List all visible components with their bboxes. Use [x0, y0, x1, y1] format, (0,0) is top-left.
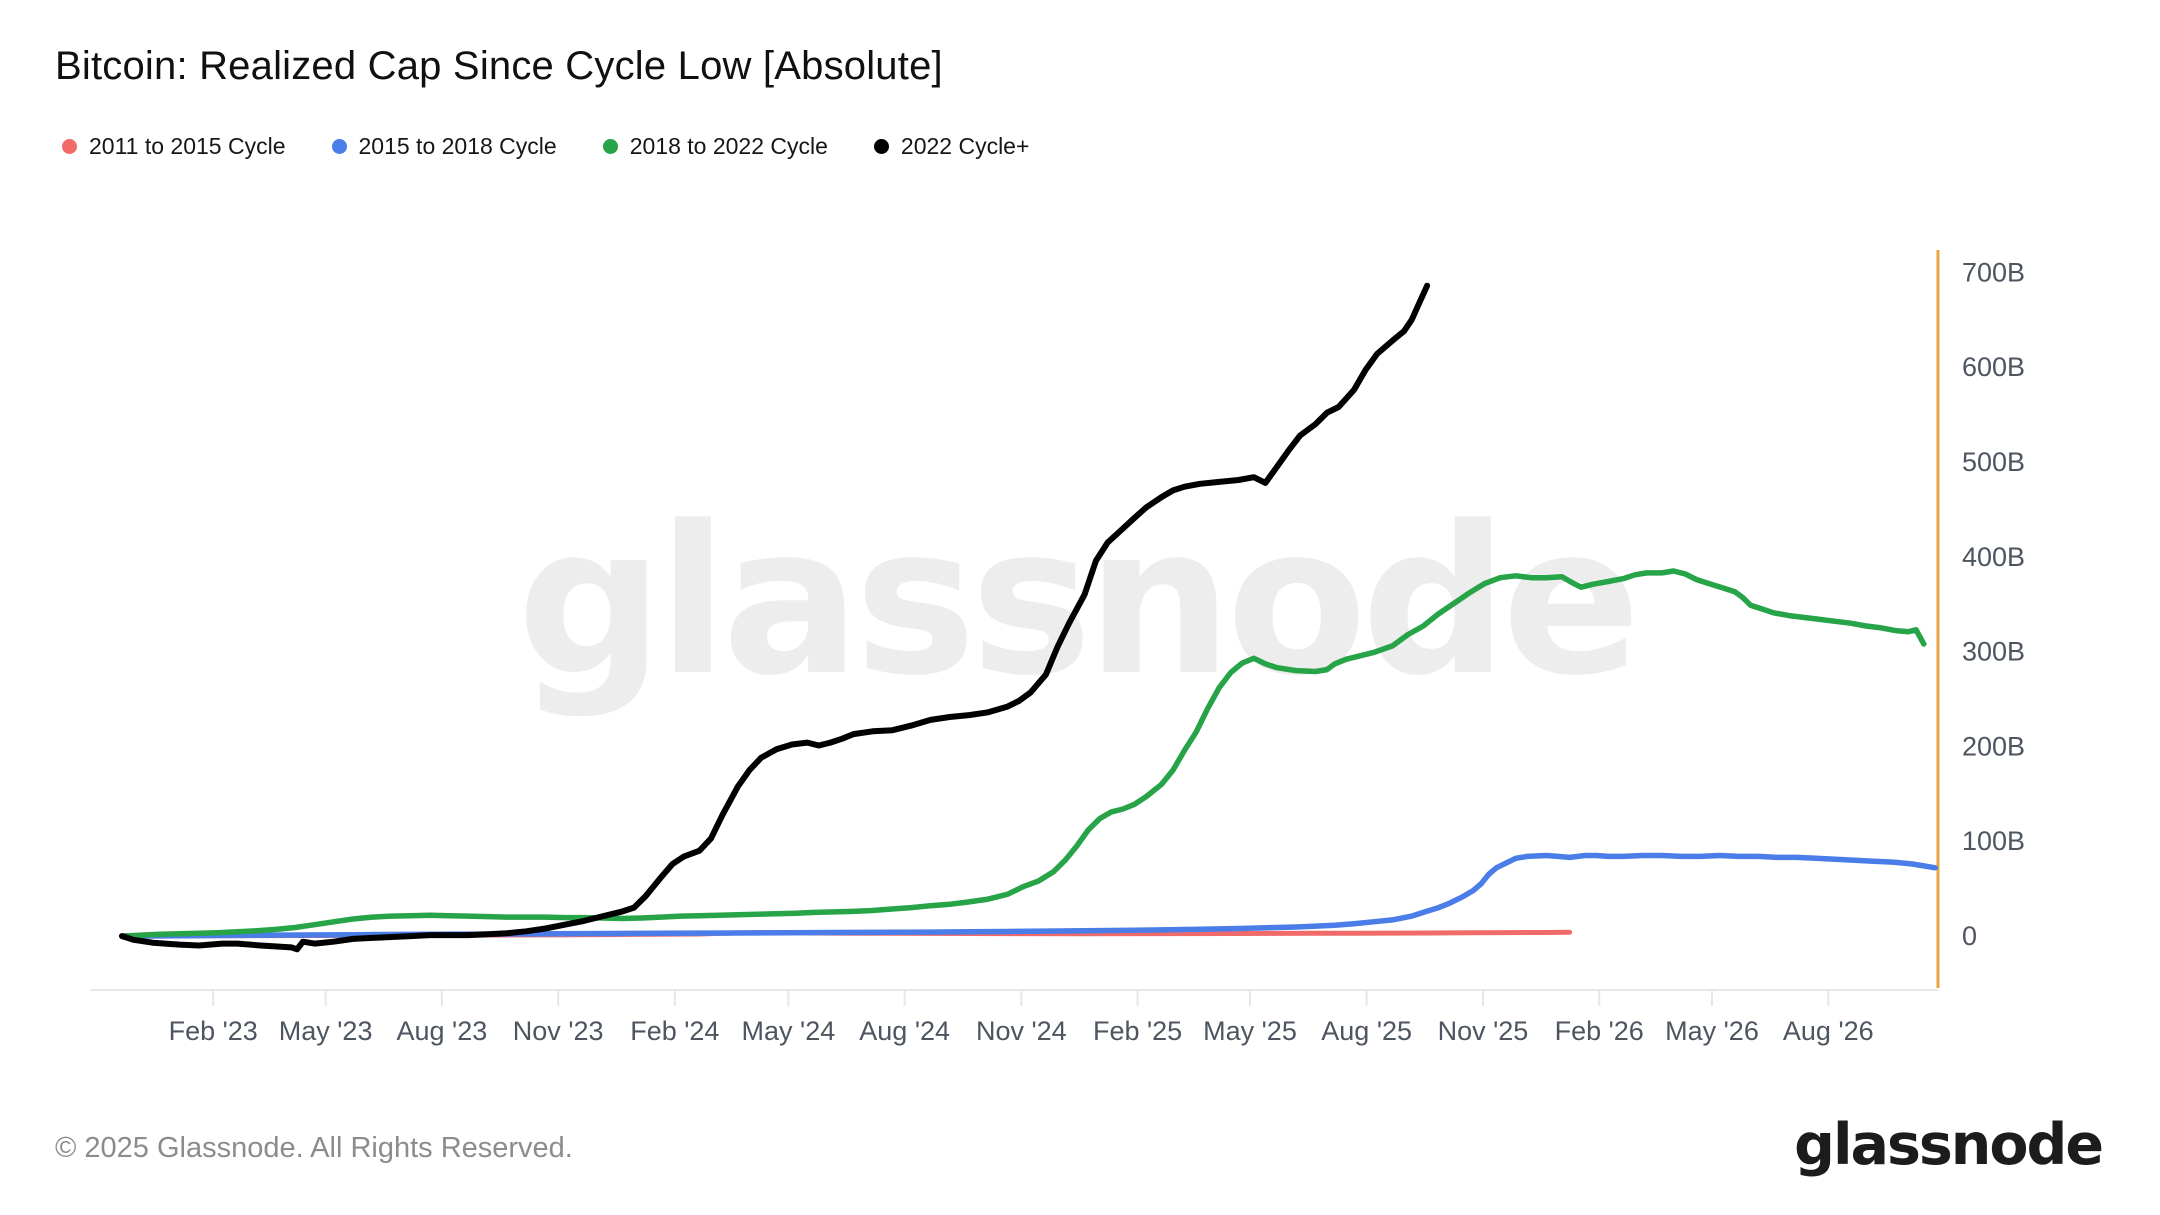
y-axis-tick-label: 500B	[1962, 447, 2025, 477]
x-axis-tick-label: May '26	[1665, 1016, 1759, 1046]
y-axis-tick-label: 700B	[1962, 257, 2025, 287]
x-axis-tick-label: Aug '24	[859, 1016, 950, 1046]
legend-item-2011-2015[interactable]: 2011 to 2015 Cycle	[62, 133, 286, 160]
x-axis-tick-label: Aug '26	[1783, 1016, 1874, 1046]
x-axis-tick-label: Feb '25	[1093, 1016, 1182, 1046]
x-axis-tick-label: Nov '24	[976, 1016, 1067, 1046]
y-axis-tick-label: 600B	[1962, 352, 2025, 382]
series-line-4	[119, 282, 1431, 953]
x-axis-tick-label: Nov '23	[513, 1016, 604, 1046]
legend-dot-icon	[602, 139, 618, 154]
x-axis-tick-label: Feb '26	[1555, 1016, 1644, 1046]
series-line-2	[119, 852, 1939, 939]
x-axis-tick-label: Aug '23	[397, 1016, 488, 1046]
legend-label: 2022 Cycle+	[900, 133, 1030, 159]
x-axis-tick-label: May '25	[1203, 1016, 1297, 1046]
y-axis-tick-label: 0	[1962, 921, 1977, 951]
legend-item-2022-plus[interactable]: 2022 Cycle+	[873, 133, 1030, 160]
legend-item-2015-2018[interactable]: 2015 to 2018 Cycle	[331, 133, 557, 160]
x-axis-ticks: Feb '23 May '23 Aug '23 Nov '23 Feb '24 May '…	[169, 990, 1874, 1046]
legend-dot-icon	[873, 139, 889, 154]
y-axis-tick-label: 100B	[1962, 826, 2025, 856]
legend-label: 2015 to 2018 Cycle	[358, 133, 557, 159]
legend-label: 2011 to 2015 Cycle	[89, 133, 286, 159]
x-axis-tick-label: May '23	[279, 1016, 373, 1046]
series-line-3	[119, 568, 1927, 939]
legend-label: 2018 to 2022 Cycle	[629, 133, 828, 159]
x-axis-tick-label: Feb '24	[630, 1016, 719, 1046]
legend-dot-icon	[62, 139, 77, 154]
y-axis-tick-label: 400B	[1962, 542, 2025, 572]
chart-axes	[90, 250, 1940, 991]
x-axis-tick-label: Feb '23	[169, 1016, 258, 1046]
y-axis-tick-label: 300B	[1962, 637, 2025, 667]
y-axis-labels: 0 100B 200B 300B 400B 500B 600B 700B	[1962, 257, 2025, 951]
x-axis-tick-label: Aug '25	[1321, 1016, 1412, 1046]
copyright-text: © 2025 Glassnode. All Rights Reserved.	[55, 1132, 573, 1164]
glassnode-watermark: glassnode	[517, 483, 1635, 721]
series-lines	[119, 282, 1939, 953]
legend-item-2018-2022[interactable]: 2018 to 2022 Cycle	[602, 133, 828, 160]
legend-dot-icon	[331, 139, 347, 154]
chart-legend: 2011 to 2015 Cycle 2015 to 2018 Cycle 20…	[62, 133, 1029, 160]
x-axis-tick-label: May '24	[742, 1016, 836, 1046]
glassnode-logo: glassnode	[1794, 1112, 2104, 1178]
page-title: Bitcoin: Realized Cap Since Cycle Low [A…	[55, 44, 943, 88]
x-axis-tick-label: Nov '25	[1438, 1016, 1529, 1046]
y-axis-tick-label: 200B	[1962, 731, 2025, 761]
